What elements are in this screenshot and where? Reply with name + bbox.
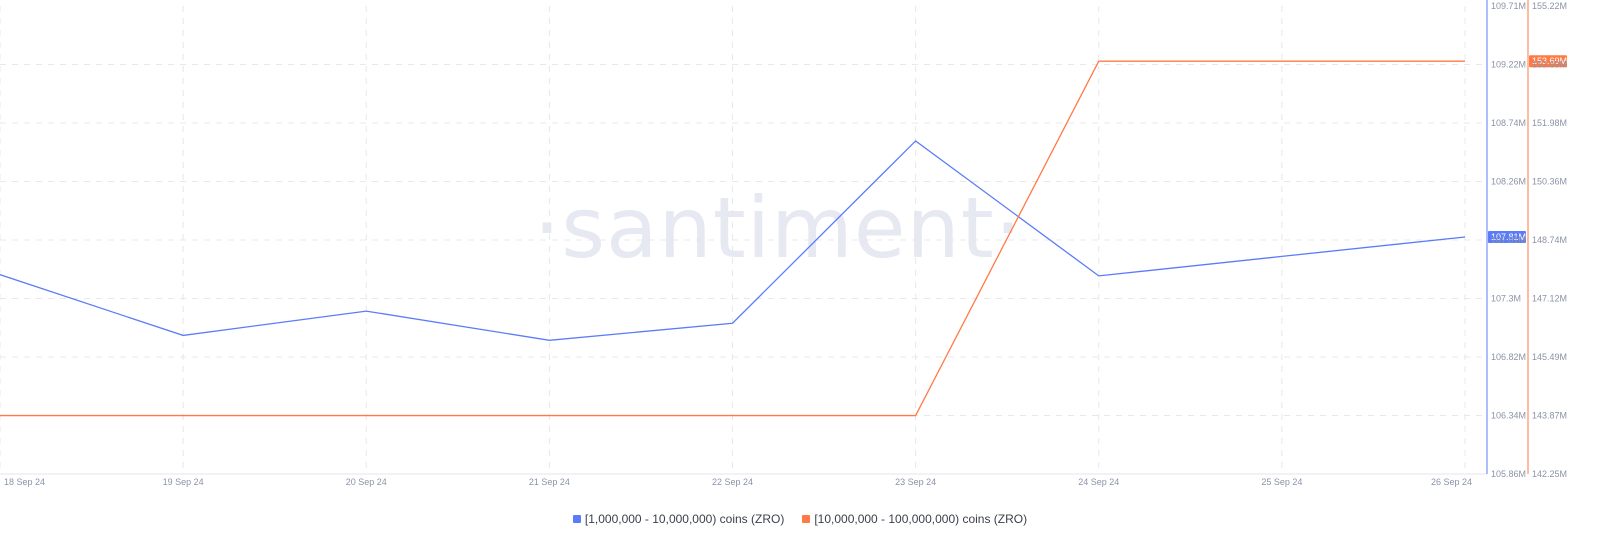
tick-labels: 109.71M 155.22M 109.22M 153.69M 108.74M 151.9… bbox=[4, 1, 1567, 487]
y-left-tick-label: 106.82M bbox=[1491, 352, 1526, 362]
watermark-logo: ·santiment· bbox=[534, 179, 1023, 277]
series-last-value-label-1: 107.81M bbox=[1491, 232, 1526, 242]
y-left-tick-label: 108.26M bbox=[1491, 177, 1526, 187]
y-right-tick-label: 150.36M bbox=[1532, 177, 1567, 187]
x-tick-label: 19 Sep 24 bbox=[163, 477, 204, 487]
series-last-value-badge-2 bbox=[1529, 55, 1567, 68]
series-last-value-badge-1 bbox=[1488, 230, 1526, 243]
x-tick-label: 23 Sep 24 bbox=[895, 477, 936, 487]
y-left-tick-label: 107.81M bbox=[1491, 235, 1526, 245]
legend-swatch-series-2 bbox=[802, 515, 811, 523]
series-line-1 bbox=[0, 140, 1466, 341]
x-tick-label: 22 Sep 24 bbox=[712, 477, 753, 487]
x-tick-label: 18 Sep 24 bbox=[4, 477, 45, 487]
y-left-tick-label: 109.71M bbox=[1491, 1, 1526, 11]
legend-item-series-2[interactable]: [10,000,000 - 100,000,000) coins (ZRO) bbox=[802, 512, 1027, 526]
series-last-value-label-2: 153.69M bbox=[1532, 56, 1567, 66]
y-left-tick-label: 107.3M bbox=[1491, 294, 1521, 304]
legend-item-series-1[interactable]: [1,000,000 - 10,000,000) coins (ZRO) bbox=[572, 512, 785, 526]
axes bbox=[0, 0, 1529, 475]
y-left-tick-label: 108.74M bbox=[1491, 118, 1526, 128]
legend-label-series-2: [10,000,000 - 100,000,000) coins (ZRO) bbox=[814, 512, 1028, 526]
y-left-tick-label: 105.86M bbox=[1491, 469, 1526, 479]
legend-swatch-series-1 bbox=[572, 515, 581, 523]
series-line-2 bbox=[0, 60, 1465, 417]
grid bbox=[0, 6, 1487, 474]
y-left-tick-label: 109.22M bbox=[1491, 60, 1526, 70]
y-right-tick-label: 151.98M bbox=[1532, 118, 1567, 128]
y-right-tick-label: 148.74M bbox=[1532, 235, 1567, 245]
x-tick-label: 21 Sep 24 bbox=[529, 477, 570, 487]
x-tick-label: 20 Sep 24 bbox=[346, 477, 387, 487]
y-right-tick-label: 153.69M bbox=[1532, 60, 1567, 70]
legend-label-series-1: [1,000,000 - 10,000,000) coins (ZRO) bbox=[584, 512, 785, 526]
y-right-tick-label: 145.49M bbox=[1532, 352, 1567, 362]
x-tick-label: 26 Sep 24 bbox=[1431, 477, 1472, 487]
y-right-tick-label: 147.12M bbox=[1532, 294, 1567, 304]
series-layer: 107.81M 153.69M bbox=[0, 55, 1567, 417]
y-right-tick-label: 142.25M bbox=[1532, 469, 1567, 479]
y-right-tick-label: 155.22M bbox=[1532, 1, 1567, 11]
legend: [1,000,000 - 10,000,000) coins (ZRO) [10… bbox=[0, 512, 1600, 526]
y-left-tick-label: 106.34M bbox=[1491, 411, 1526, 421]
y-right-tick-label: 143.87M bbox=[1532, 411, 1567, 421]
x-tick-label: 24 Sep 24 bbox=[1078, 477, 1119, 487]
x-tick-label: 25 Sep 24 bbox=[1261, 477, 1302, 487]
